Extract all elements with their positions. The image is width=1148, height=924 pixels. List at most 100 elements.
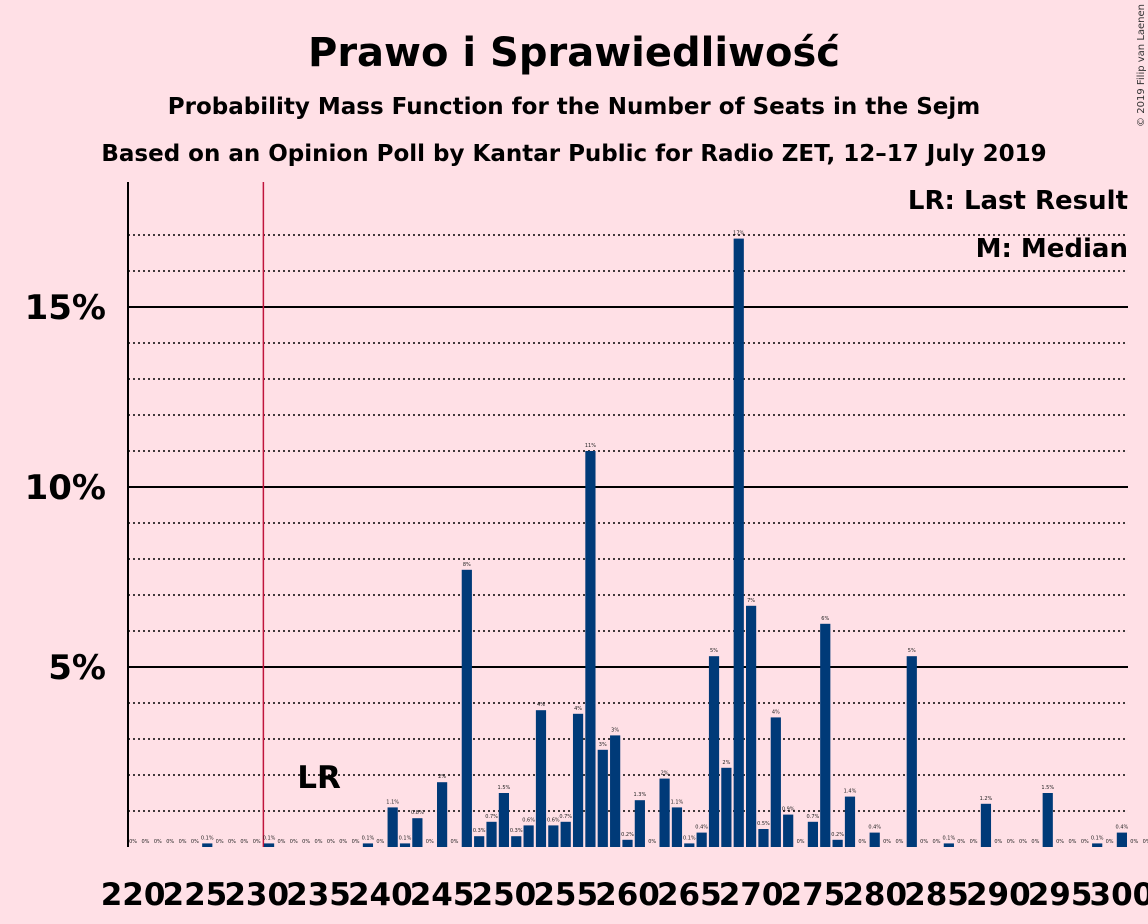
bar bbox=[412, 818, 423, 847]
bar bbox=[1116, 832, 1127, 847]
bar-value-label: 8% bbox=[463, 562, 471, 568]
bar-value-label: 0% bbox=[1007, 839, 1015, 845]
bar-value-label: 0% bbox=[858, 839, 866, 845]
y-tick-label: 10% bbox=[25, 468, 106, 508]
bar-value-label: 4% bbox=[537, 702, 545, 708]
bar-value-label: 3% bbox=[611, 727, 619, 733]
bar-value-label: 1.1% bbox=[671, 799, 684, 805]
legend-median: M: Median bbox=[976, 234, 1128, 264]
bar-value-label: 0% bbox=[957, 839, 965, 845]
bar-value-label: 0.1% bbox=[399, 835, 412, 841]
bar-value-label: 0.1% bbox=[201, 835, 214, 841]
legend-last-result: LR: Last Result bbox=[908, 186, 1128, 216]
bar-value-label: 0.6% bbox=[522, 817, 535, 823]
bar bbox=[820, 623, 831, 847]
bar-value-label: 0.5% bbox=[757, 821, 770, 827]
bar-value-label: 0% bbox=[1081, 839, 1089, 845]
bar bbox=[597, 749, 608, 847]
bar bbox=[943, 843, 954, 847]
x-tick-label: 235 bbox=[286, 877, 351, 913]
bar-value-label: 0.7% bbox=[559, 814, 572, 820]
bar-value-label: 0% bbox=[302, 839, 310, 845]
bar-value-label: 0% bbox=[240, 839, 248, 845]
bar-value-label: 0% bbox=[1130, 839, 1138, 845]
bar-value-label: 0% bbox=[216, 839, 224, 845]
bar bbox=[684, 843, 695, 847]
bar-value-label: 0% bbox=[1019, 839, 1027, 845]
bar-value-label: 0% bbox=[376, 839, 384, 845]
bar-value-label: 0% bbox=[253, 839, 261, 845]
bar-value-label: 1.1% bbox=[386, 799, 399, 805]
bar-value-label: 0.2% bbox=[831, 832, 844, 838]
bar-value-label: 7% bbox=[747, 598, 755, 604]
bar-value-label: 0.1% bbox=[263, 835, 276, 841]
x-tick-label: 240 bbox=[348, 877, 413, 913]
bar-value-label: 0% bbox=[339, 839, 347, 845]
bar-value-label: 0% bbox=[179, 839, 187, 845]
bar-value-label: 0.4% bbox=[868, 825, 881, 831]
bar bbox=[399, 843, 411, 847]
bar-value-label: 0.4% bbox=[695, 825, 708, 831]
bar bbox=[362, 843, 374, 847]
bar bbox=[721, 767, 732, 847]
bar-value-label: 0% bbox=[166, 839, 174, 845]
bar-value-label: 5% bbox=[908, 648, 916, 654]
x-tick-label: 250 bbox=[472, 877, 537, 913]
bar-value-label: 2% bbox=[438, 774, 446, 780]
bar bbox=[906, 656, 917, 847]
bar bbox=[622, 839, 633, 847]
bar bbox=[844, 796, 856, 847]
bar-value-label: 0% bbox=[994, 839, 1002, 845]
bar-value-label: 0% bbox=[352, 839, 360, 845]
bar-value-label: 1.4% bbox=[844, 789, 857, 795]
bar-value-label: 0.7% bbox=[485, 814, 498, 820]
bar-value-label: 0% bbox=[797, 839, 805, 845]
bar-value-label: 0.1% bbox=[1091, 835, 1104, 841]
bar-value-label: 0% bbox=[920, 839, 928, 845]
bar-value-label: 0.6% bbox=[547, 817, 560, 823]
bar-value-label: 0% bbox=[141, 839, 149, 845]
bar bbox=[498, 793, 509, 847]
bar-value-label: 0% bbox=[450, 839, 458, 845]
bar-value-label: 0% bbox=[1056, 839, 1064, 845]
bar-value-label: 0.9% bbox=[782, 807, 795, 813]
bar bbox=[708, 656, 720, 847]
x-tick-label: 270 bbox=[719, 877, 784, 913]
bar bbox=[585, 451, 596, 847]
x-tick-label: 220 bbox=[101, 877, 166, 913]
bar bbox=[437, 782, 448, 847]
x-tick-label: 230 bbox=[224, 877, 289, 913]
bar-value-label: 5% bbox=[710, 648, 718, 654]
bar bbox=[572, 713, 584, 847]
chart-subtitle-2: Based on an Opinion Poll by Kantar Publi… bbox=[101, 141, 1046, 167]
bar bbox=[263, 843, 275, 847]
bar bbox=[1042, 793, 1053, 847]
x-tick-label: 290 bbox=[966, 877, 1031, 913]
x-tick-label: 275 bbox=[781, 877, 846, 913]
bar bbox=[671, 807, 683, 847]
bar-value-label: 0.4% bbox=[1116, 825, 1129, 831]
bar-value-label: 2% bbox=[661, 771, 669, 777]
bar bbox=[523, 825, 534, 847]
bar bbox=[634, 800, 645, 847]
bar bbox=[560, 821, 571, 847]
bar bbox=[461, 569, 472, 847]
bar bbox=[387, 807, 398, 847]
bar bbox=[758, 829, 769, 847]
bar bbox=[1092, 843, 1103, 847]
y-tick-label: 15% bbox=[25, 288, 106, 328]
bar bbox=[202, 843, 213, 847]
bar bbox=[548, 825, 559, 847]
bar-value-label: 0% bbox=[970, 839, 978, 845]
bar-value-label: 0% bbox=[191, 839, 199, 845]
bar bbox=[770, 717, 781, 847]
bar bbox=[610, 735, 621, 847]
bar bbox=[980, 803, 992, 847]
bar-value-label: 4% bbox=[772, 709, 780, 715]
bar-value-label: 1.3% bbox=[634, 792, 647, 798]
x-tick-label: 285 bbox=[904, 877, 969, 913]
bar-value-label: 0.3% bbox=[473, 828, 486, 834]
chart-subtitle: Probability Mass Function for the Number… bbox=[168, 94, 980, 120]
bar-value-label: 0% bbox=[648, 839, 656, 845]
bar-value-label: 6% bbox=[821, 616, 829, 622]
